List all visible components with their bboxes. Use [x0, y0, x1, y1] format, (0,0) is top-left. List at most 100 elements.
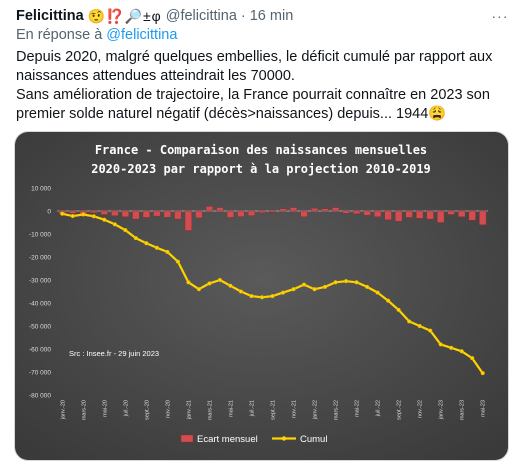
bar-ecart-mensuel: [226, 210, 235, 218]
separator-dot: ·: [240, 8, 246, 24]
legend-swatch-marker: [281, 436, 287, 441]
point-cumul: [228, 283, 233, 288]
x-tick-label: janv.-20: [60, 400, 66, 420]
point-cumul: [217, 277, 223, 283]
point-cumul: [154, 245, 159, 250]
point-cumul: [102, 217, 107, 222]
bar-ecart-mensuel: [479, 210, 487, 226]
point-cumul: [470, 356, 475, 361]
x-tick-label: janv.-23: [439, 400, 445, 420]
y-tick-label: 0: [47, 209, 51, 216]
point-cumul: [459, 349, 464, 354]
bar-ecart-mensuel: [247, 210, 256, 216]
point-cumul: [175, 259, 180, 264]
bar-ecart-mensuel: [258, 210, 266, 214]
tweet-media-image[interactable]: France - Comparaison des naissances mens…: [14, 131, 509, 461]
tweet-text-line: premier solde naturel négatif (décès>nai…: [16, 106, 447, 122]
tweet-text: Depuis 2020, malgré quelques embellies, …: [16, 48, 511, 124]
author-handle[interactable]: @felicittina: [165, 8, 237, 24]
bar-ecart-mensuel: [426, 210, 434, 220]
point-cumul: [81, 212, 86, 217]
y-tick-label: 10 000: [31, 186, 51, 193]
tweet-header: Felicittina 🤨⁉️🔎±φ @felicittina · 16 min: [16, 5, 509, 27]
bar-ecart-mensuel: [153, 210, 161, 217]
point-cumul: [438, 342, 443, 347]
chart-source-label: Src : Insee.fr - 29 juin 2023: [69, 349, 159, 358]
point-cumul: [417, 323, 422, 329]
bar-ecart-mensuel: [468, 210, 476, 221]
point-cumul: [428, 328, 433, 333]
x-tick-label: sept.-21: [271, 400, 277, 420]
x-tick-label: juil.-21: [249, 400, 255, 417]
bar-ecart-mensuel: [132, 210, 140, 220]
legend-swatch-bar: [180, 434, 194, 443]
x-tick-label: mars-22: [334, 400, 340, 420]
reply-handle-link[interactable]: @felicittina: [106, 27, 178, 43]
bar-ecart-mensuel: [300, 210, 308, 217]
x-tick-label: janv.-21: [186, 400, 192, 420]
bar-ecart-mensuel: [384, 210, 392, 220]
reply-context: En réponse à @felicittina: [16, 27, 177, 43]
point-cumul: [333, 280, 338, 285]
point-cumul: [123, 227, 128, 233]
tweet-text-line: Depuis 2020, malgré quelques embellies, …: [16, 49, 493, 65]
x-tick-label: juil.-22: [376, 400, 382, 417]
point-cumul: [291, 287, 296, 292]
chart-subtitle: 2020-2023 par rapport à la projection 20…: [91, 162, 431, 176]
y-tick-label: -60 000: [29, 347, 51, 354]
y-tick-label: -50 000: [29, 324, 51, 331]
x-tick-label: nov.-22: [418, 400, 424, 418]
x-tick-label: mai-23: [481, 400, 487, 417]
bar-ecart-mensuel: [416, 210, 424, 219]
point-cumul: [165, 249, 170, 255]
bar-ecart-mensuel: [90, 210, 98, 214]
bar-ecart-mensuel: [395, 210, 403, 222]
bar-ecart-mensuel: [163, 210, 171, 218]
point-cumul: [249, 294, 254, 299]
more-options-icon[interactable]: ···: [491, 8, 509, 24]
bar-ecart-mensuel: [458, 210, 466, 217]
bar-ecart-mensuel: [363, 210, 371, 216]
reply-prefix: En réponse à: [16, 27, 103, 43]
bar-ecart-mensuel: [121, 210, 129, 217]
births-comparison-chart: France - Comparaison des naissances mens…: [15, 132, 508, 460]
author-emojis: 🤨⁉️🔎±φ: [87, 7, 162, 24]
chart-title: France - Comparaison des naissances mens…: [95, 143, 427, 157]
x-tick-label: nov.-21: [292, 400, 298, 418]
point-cumul: [375, 290, 380, 295]
bar-ecart-mensuel: [353, 210, 361, 214]
point-cumul: [259, 295, 265, 300]
bar-ecart-mensuel: [437, 210, 445, 223]
bar-ecart-mensuel: [279, 208, 287, 212]
tweet-timestamp[interactable]: 16 min: [249, 8, 294, 24]
y-tick-label: -10 000: [29, 232, 51, 239]
y-tick-label: -20 000: [29, 255, 51, 262]
author-name[interactable]: Felicittina: [16, 8, 84, 24]
legend-label-cumul: Cumul: [300, 434, 327, 445]
x-tick-label: mai-20: [102, 400, 108, 417]
y-tick-label: -80 000: [29, 393, 51, 400]
tweet-text-line: naissances attendues atteindrait les 700…: [16, 68, 295, 84]
point-cumul: [301, 282, 307, 287]
x-tick-label: juil.-20: [123, 400, 129, 417]
point-cumul: [133, 236, 138, 241]
bar-ecart-mensuel: [100, 210, 108, 215]
bar-ecart-mensuel: [342, 210, 350, 214]
x-tick-label: sept.-20: [144, 400, 150, 420]
x-tick-label: mai-22: [355, 400, 361, 417]
y-tick-label: -30 000: [29, 278, 51, 285]
point-cumul: [270, 294, 275, 299]
point-cumul: [407, 319, 412, 324]
bar-ecart-mensuel: [310, 208, 319, 212]
point-cumul: [480, 371, 485, 376]
point-cumul: [207, 281, 212, 286]
bar-ecart-mensuel: [289, 207, 298, 212]
x-tick-label: mars-21: [207, 400, 213, 420]
x-tick-label: mai-21: [228, 400, 234, 417]
bar-ecart-mensuel: [174, 210, 182, 220]
point-cumul: [386, 298, 391, 303]
point-cumul: [449, 345, 454, 350]
bar-ecart-mensuel: [111, 210, 119, 216]
bar-ecart-mensuel: [447, 210, 455, 215]
